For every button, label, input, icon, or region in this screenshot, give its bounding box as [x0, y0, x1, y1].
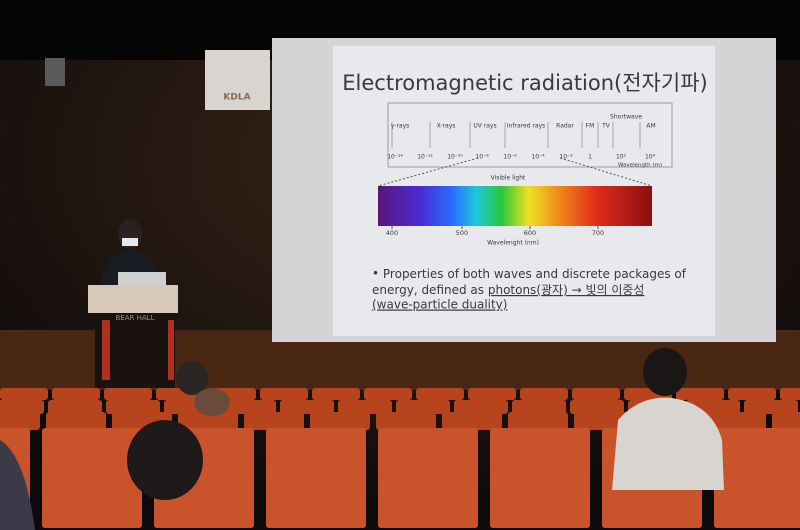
seat [454, 400, 508, 414]
wavelength-tick: 10⁻¹⁰ [447, 154, 463, 161]
visible-spectrum [378, 186, 652, 226]
audience-head [127, 420, 203, 500]
podium-sign [88, 285, 178, 313]
band-label: UV rays [473, 123, 496, 130]
wavelength-tick: 10⁴ [645, 154, 656, 161]
seat [106, 400, 160, 414]
spectrum-box [387, 102, 673, 168]
seat [744, 400, 798, 414]
audience-head [643, 348, 687, 396]
wavelength-tick: 10⁻⁸ [475, 154, 489, 161]
visible-label: Visible light [491, 175, 526, 182]
seat [376, 412, 436, 430]
audience-head [194, 388, 230, 416]
visible-axis-label: Wavelenght (nm) [487, 240, 539, 247]
seat [772, 412, 800, 430]
zoom-line [559, 157, 653, 187]
bullet-text: Properties of both waves and discrete pa… [383, 267, 687, 281]
seat [490, 428, 590, 528]
visible-tick: 700 [592, 229, 604, 237]
wavelength-tick: 10⁻¹² [417, 154, 433, 161]
seat [572, 388, 620, 400]
seat [378, 428, 478, 528]
seat [280, 400, 334, 414]
seat [520, 388, 568, 400]
seat [512, 400, 566, 414]
visible-tick: 400 [386, 229, 398, 237]
zoom-line [377, 157, 479, 187]
seat [312, 388, 360, 400]
wavelength-tick: 10⁻⁴ [531, 154, 545, 161]
seat [52, 388, 100, 400]
seat [46, 412, 106, 430]
seat [338, 400, 392, 414]
audience-body [0, 440, 35, 530]
seat [266, 428, 366, 528]
seat [222, 400, 276, 414]
podium-stripe [168, 320, 174, 380]
visible-tick: 500 [456, 229, 468, 237]
laptop [118, 272, 166, 286]
seat [48, 400, 102, 414]
bullet-line: (wave-particle duality) [372, 298, 507, 312]
podium-label: BEAR HALL [116, 314, 155, 322]
band-label: Radar [556, 123, 574, 130]
banner-logo: KDLA [223, 93, 250, 103]
banner [205, 50, 270, 110]
band-label: TV [601, 123, 611, 130]
band-label: γ-rays [391, 123, 410, 130]
seat [570, 400, 624, 414]
bullet-line: energy, defined as photons(광자) → 빛의 이중성 [372, 283, 644, 297]
seat [706, 412, 766, 430]
wavelength-tick: 10⁻² [559, 154, 573, 161]
band-labels: γ-rays X-rays UV rays Infrared rays Radar FM T… [386, 114, 656, 238]
band-label: FM [586, 123, 595, 130]
mask [122, 238, 138, 246]
seat [468, 388, 516, 400]
podium-stripe [102, 320, 110, 380]
bullet-text: photons(광자) → 빛의 이중성 [488, 283, 645, 297]
wavelength-tick: 10² [616, 154, 627, 161]
wavelength-tick: 10⁻⁶ [503, 154, 517, 161]
wavelength-tick: 1 [588, 154, 592, 161]
band-label: Shortwave [610, 114, 642, 121]
seat [310, 412, 370, 430]
audience-body [612, 397, 724, 490]
bullet-text: energy, defined as [372, 283, 488, 297]
band-label: AM [646, 123, 655, 130]
seat [714, 428, 800, 528]
seat [442, 412, 502, 430]
visible-tick: 600 [524, 229, 536, 237]
wavelength-axis-label: Wavelength (m) [618, 163, 662, 169]
seat [676, 388, 724, 400]
band-label: X-rays [437, 123, 456, 130]
seat [0, 400, 44, 414]
seat [508, 412, 568, 430]
seat [0, 388, 48, 400]
seat [396, 400, 450, 414]
wavelength-tick: 10⁻¹⁴ [387, 154, 403, 161]
seat [780, 388, 800, 400]
seat [104, 388, 152, 400]
slide-title: Electromagnetic radiation(전자기파) [342, 71, 707, 95]
seat [244, 412, 304, 430]
speaker-box [45, 58, 65, 86]
bullet-line: • Properties of both waves and discrete … [372, 267, 687, 281]
audience-head [176, 361, 208, 395]
seat [0, 412, 40, 430]
seat [260, 388, 308, 400]
band-label: Infrared rays [507, 123, 545, 130]
seat [178, 412, 238, 430]
seat [416, 388, 464, 400]
seat [364, 388, 412, 400]
seat [728, 388, 776, 400]
seat [42, 428, 142, 528]
